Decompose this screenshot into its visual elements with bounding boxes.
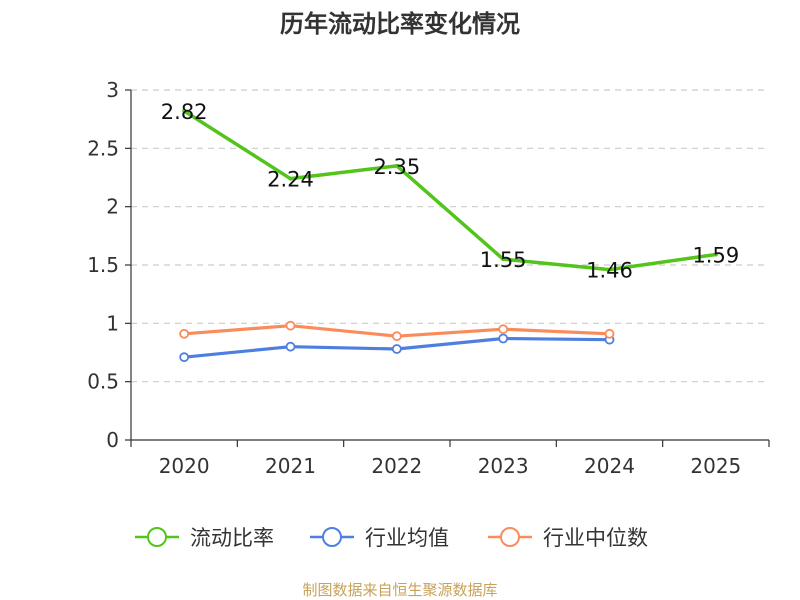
legend-item-2[interactable]: 行业中位数	[488, 526, 648, 550]
data-label: 2.35	[373, 155, 420, 179]
axes: 0 0.5 1 1.5 2 2.5 3 2020 2021 2022 2023 2024 2025	[87, 78, 770, 478]
y-tick-label: 1.5	[87, 253, 119, 277]
x-tick-label: 2025	[690, 454, 741, 478]
y-tick-label: 0.5	[87, 370, 119, 394]
legend[interactable]: 流动比率 行业均值 行业中位数	[135, 526, 648, 550]
legend-label: 行业中位数	[543, 526, 648, 550]
data-labels: 2.82 2.24 2.35 1.55 1.46 1.59	[161, 100, 739, 283]
data-label: 2.82	[161, 100, 208, 124]
x-tick-label: 2024	[584, 454, 635, 478]
series-point	[391, 331, 402, 342]
series-point	[394, 163, 399, 168]
legend-marker	[147, 527, 167, 547]
data-label: 2.24	[267, 168, 314, 192]
series-point	[288, 176, 293, 181]
source-note: 制图数据来自恒生聚源数据库	[302, 581, 497, 599]
series-layer	[179, 109, 718, 363]
data-label: 1.55	[480, 248, 527, 272]
data-label: 1.59	[692, 244, 739, 268]
y-tick-label: 0	[106, 428, 119, 452]
legend-label: 流动比率	[190, 526, 274, 550]
series-point	[498, 333, 509, 344]
x-tick-label: 2023	[478, 454, 529, 478]
series-point	[179, 328, 190, 339]
series-line-0	[183, 109, 717, 272]
legend-marker	[322, 527, 342, 547]
legend-item-1[interactable]: 行业均值	[310, 526, 449, 550]
series-point	[498, 324, 509, 335]
series-point	[607, 267, 612, 272]
y-tick-label: 2.5	[87, 136, 119, 160]
legend-label: 行业均值	[365, 526, 449, 550]
x-tick-label: 2021	[265, 454, 316, 478]
legend-item-0[interactable]: 流动比率	[135, 526, 274, 550]
x-tick-label: 2020	[159, 454, 210, 478]
series-point	[391, 344, 402, 354]
series-point	[285, 341, 296, 352]
series-point	[285, 320, 296, 331]
series-point	[604, 328, 615, 339]
series-point	[179, 352, 190, 363]
series-point	[713, 252, 718, 257]
y-tick-label: 2	[106, 195, 119, 219]
y-tick-label: 3	[106, 78, 119, 102]
series-point	[182, 109, 187, 113]
series-point	[501, 257, 506, 262]
x-tick-label: 2022	[371, 454, 422, 478]
grid-lines	[131, 89, 769, 383]
data-label: 1.46	[586, 259, 633, 283]
chart-title: 历年流动比率变化情况	[280, 10, 520, 38]
legend-marker	[500, 527, 520, 547]
y-tick-label: 1	[106, 311, 119, 335]
